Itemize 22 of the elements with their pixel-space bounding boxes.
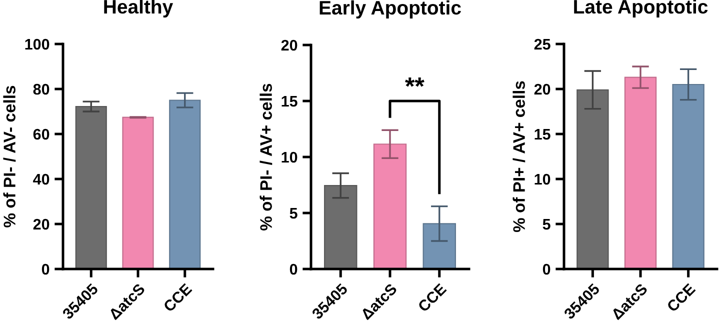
y-tick-label: 5 <box>542 219 550 230</box>
y-tick-label: 0 <box>42 264 50 275</box>
chart-title: Early Apoptotic <box>320 0 461 18</box>
y-tick-label: 20 <box>534 84 550 95</box>
y-tick-label: 100 <box>25 38 50 50</box>
y-tick-label: 5 <box>290 208 298 219</box>
y-axis-title: % of PI- / AV+ cells <box>260 84 272 230</box>
y-tick-label: 40 <box>33 174 50 185</box>
y-tick-label: 80 <box>33 84 50 95</box>
y-tick-label: 60 <box>33 128 50 140</box>
y-axis-title: % of PI- / AV- cells <box>3 86 16 228</box>
y-axis-title: % of PI+ / AV+ cells <box>512 81 526 232</box>
y-tick-label: 0 <box>290 264 298 275</box>
y-tick-label: 10 <box>534 174 550 185</box>
annotation: ** <box>405 77 424 87</box>
y-tick-label: 15 <box>534 129 550 140</box>
y-tick-label: 20 <box>281 40 298 51</box>
y-tick-label: 20 <box>33 218 50 230</box>
y-tick-label: 15 <box>282 96 298 107</box>
y-tick-label: 0 <box>542 264 550 275</box>
y-tick-label: 10 <box>282 152 298 163</box>
y-tick-label: 25 <box>534 38 550 50</box>
